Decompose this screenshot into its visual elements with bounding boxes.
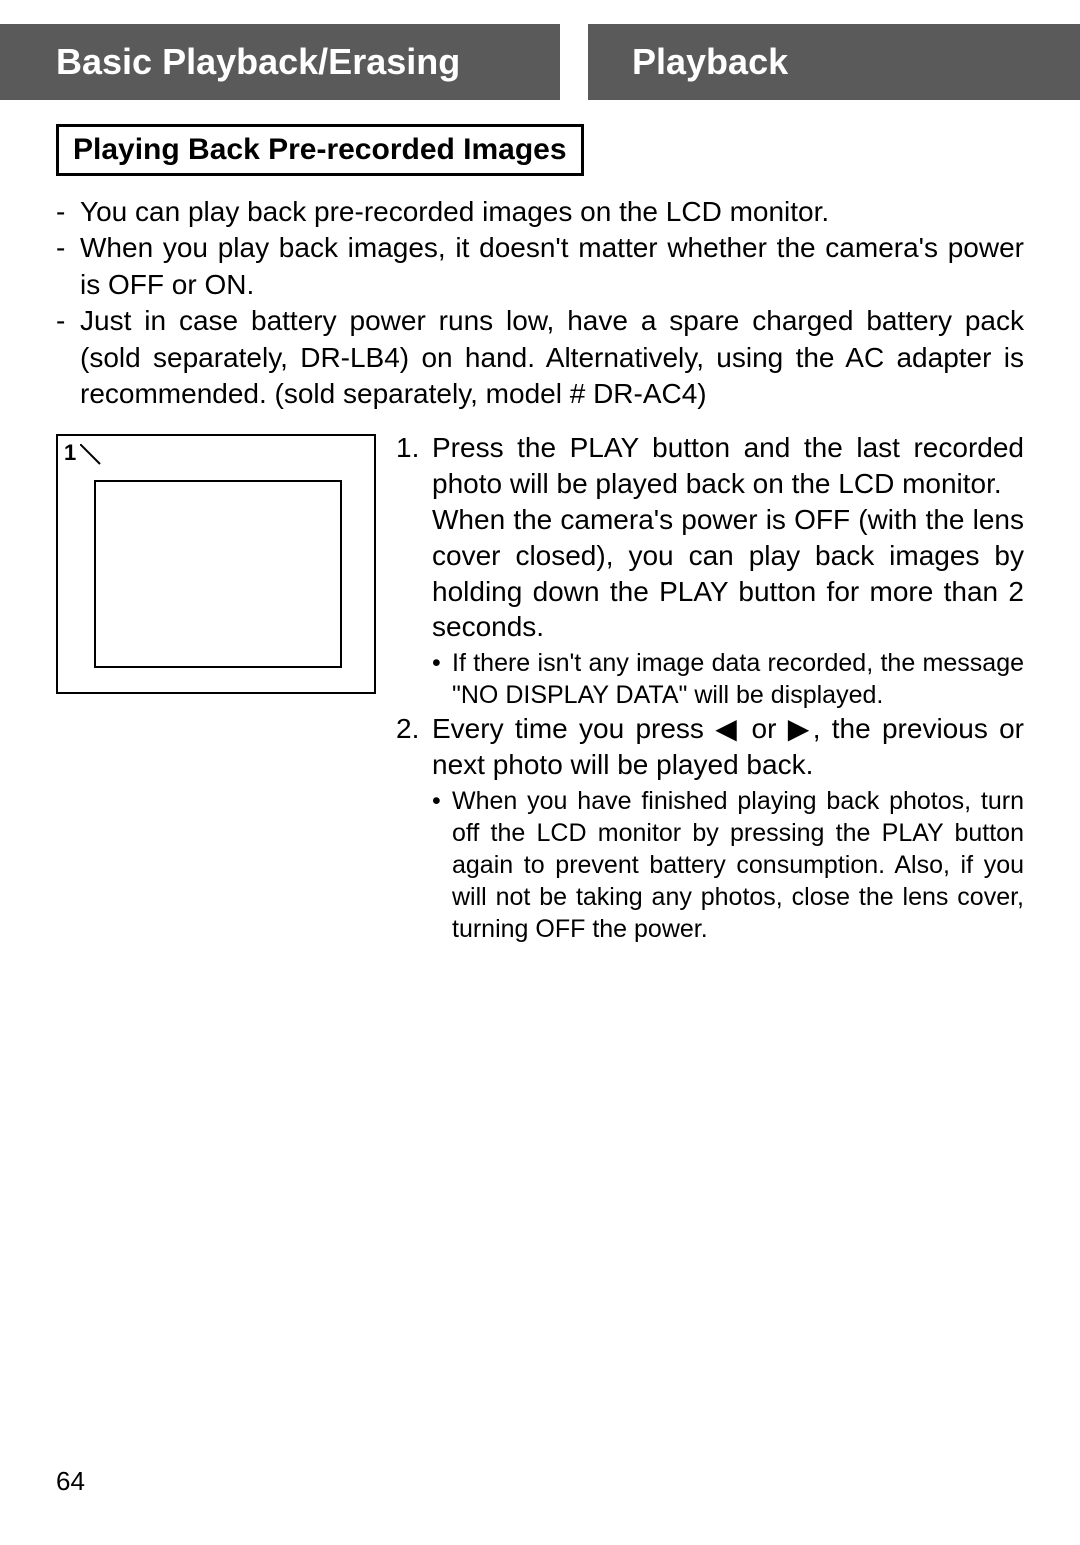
step-bullet: • When you have finished playing back ph… — [432, 785, 1024, 945]
header-bar: Basic Playback/Erasing Playback — [0, 24, 1080, 100]
body-row: 1 1. Press the PLAY button and the last … — [56, 430, 1024, 945]
dash-icon: - — [56, 303, 80, 412]
step-text: Press the PLAY button and the last recor… — [432, 430, 1024, 645]
step-item: 2. Every time you press ◀ or ▶, the prev… — [396, 711, 1024, 783]
intro-text: You can play back pre-recorded images on… — [80, 194, 1024, 230]
step-text: Every time you press ◀ or ▶, the previou… — [432, 711, 1024, 783]
dash-icon: - — [56, 194, 80, 230]
step-bullet: • If there isn't any image data recorded… — [432, 647, 1024, 711]
content: Playing Back Pre-recorded Images - You c… — [0, 100, 1080, 945]
intro-item: - Just in case battery power runs low, h… — [56, 303, 1024, 412]
figure-label: 1 — [64, 440, 76, 466]
intro-list: - You can play back pre-recorded images … — [56, 194, 1024, 412]
steps-column: 1. Press the PLAY button and the last re… — [396, 430, 1024, 945]
intro-item: - You can play back pre-recorded images … — [56, 194, 1024, 230]
header-gap — [560, 24, 588, 100]
page-number: 64 — [56, 1466, 85, 1497]
figure-connector-icon — [80, 444, 110, 474]
page: Basic Playback/Erasing Playback Playing … — [0, 24, 1080, 1545]
bullet-icon: • — [432, 647, 452, 711]
bullet-icon: • — [432, 785, 452, 945]
step-para: Every time you press ◀ or ▶, the previou… — [432, 711, 1024, 783]
intro-text: When you play back images, it doesn't ma… — [80, 230, 1024, 303]
figure-column: 1 — [56, 430, 396, 945]
section-title: Playing Back Pre-recorded Images — [56, 124, 584, 176]
figure-inner-box — [94, 480, 342, 668]
step-number: 2. — [396, 711, 432, 783]
step-number: 1. — [396, 430, 432, 645]
header-left-title: Basic Playback/Erasing — [0, 41, 560, 83]
dash-icon: - — [56, 230, 80, 303]
header-right-title: Playback — [588, 41, 1080, 83]
intro-item: - When you play back images, it doesn't … — [56, 230, 1024, 303]
figure-box: 1 — [56, 434, 376, 694]
bullet-text: If there isn't any image data recorded, … — [452, 647, 1024, 711]
bullet-text: When you have finished playing back phot… — [452, 785, 1024, 945]
intro-text: Just in case battery power runs low, hav… — [80, 303, 1024, 412]
step-para: When the camera's power is OFF (with the… — [432, 502, 1024, 645]
step-para: Press the PLAY button and the last recor… — [432, 430, 1024, 502]
step-item: 1. Press the PLAY button and the last re… — [396, 430, 1024, 645]
